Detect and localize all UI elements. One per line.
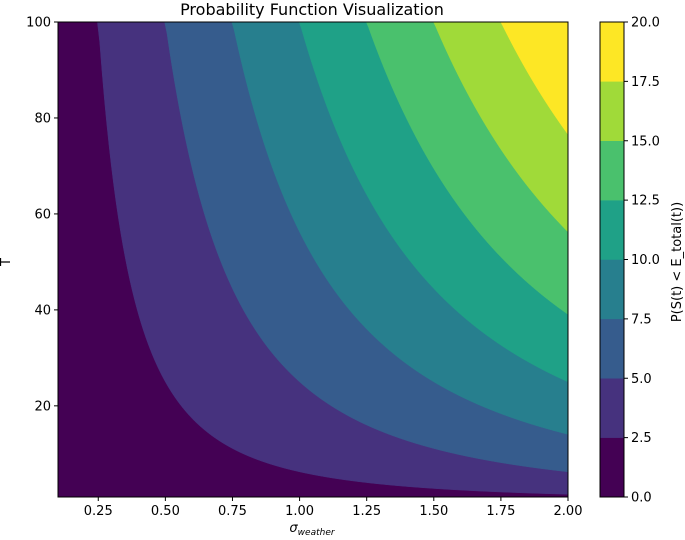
x-axis-label-subscript: weather: [298, 528, 336, 538]
y-axis-label: T: [0, 258, 14, 267]
colorbar-tick-label: 12.5: [631, 194, 660, 209]
x-tick-label: 1.00: [285, 504, 314, 519]
colorbar-tick-label: 2.5: [631, 431, 652, 446]
x-axis-label-main: σ: [289, 521, 298, 536]
plot-frame: [57, 21, 569, 498]
x-tick-label: 1.75: [486, 504, 515, 519]
colorbar-label: P(S(t) < E_total(t)): [670, 202, 685, 322]
colorbar-tick-label: 10.0: [631, 253, 660, 268]
chart-title: Probability Function Visualization: [180, 0, 444, 19]
colorbar: [599, 21, 625, 498]
colorbar-tick-label: 7.5: [631, 312, 652, 327]
y-tick-label: 40: [34, 303, 51, 318]
colorbar-swatch-5: [599, 140, 625, 201]
y-tick-label: 20: [34, 399, 51, 414]
contour-plot-area: [57, 21, 569, 498]
colorbar-ticks: 0.0 2.5 5.0 7.5 10.0 12.5 15.0 17.5 20.0: [624, 16, 660, 506]
x-tick-label: 0.50: [151, 504, 180, 519]
colorbar-swatch-7: [599, 21, 625, 82]
colorbar-swatch-0: [599, 437, 625, 498]
x-tick-label: 1.50: [419, 504, 448, 519]
colorbar-tick-label: 17.5: [631, 75, 660, 90]
colorbar-tick-label: 5.0: [631, 372, 652, 387]
colorbar-swatch-3: [599, 259, 625, 320]
colorbar-swatch-6: [599, 81, 625, 141]
colorbar-swatch-2: [599, 318, 625, 379]
x-tick-label: 0.25: [84, 504, 113, 519]
colorbar-tick-label: 15.0: [631, 134, 660, 149]
y-axis: 20 40 60 80 100: [26, 16, 58, 414]
y-tick-label: 60: [34, 207, 51, 222]
x-tick-label: 0.75: [218, 504, 247, 519]
colorbar-tick-label: 20.0: [631, 16, 660, 31]
x-tick-label: 1.25: [352, 504, 381, 519]
colorbar-swatch-1: [599, 378, 625, 438]
x-tick-label: 2.00: [554, 504, 583, 519]
x-axis-label: σweather: [289, 521, 335, 538]
colorbar-swatch-4: [599, 199, 625, 260]
y-tick-label: 80: [34, 111, 51, 126]
x-axis: 0.25 0.50 0.75 1.00 1.25 1.50 1.75 2.00: [84, 497, 583, 519]
y-tick-label: 100: [26, 16, 51, 31]
colorbar-tick-label: 0.0: [631, 491, 652, 506]
